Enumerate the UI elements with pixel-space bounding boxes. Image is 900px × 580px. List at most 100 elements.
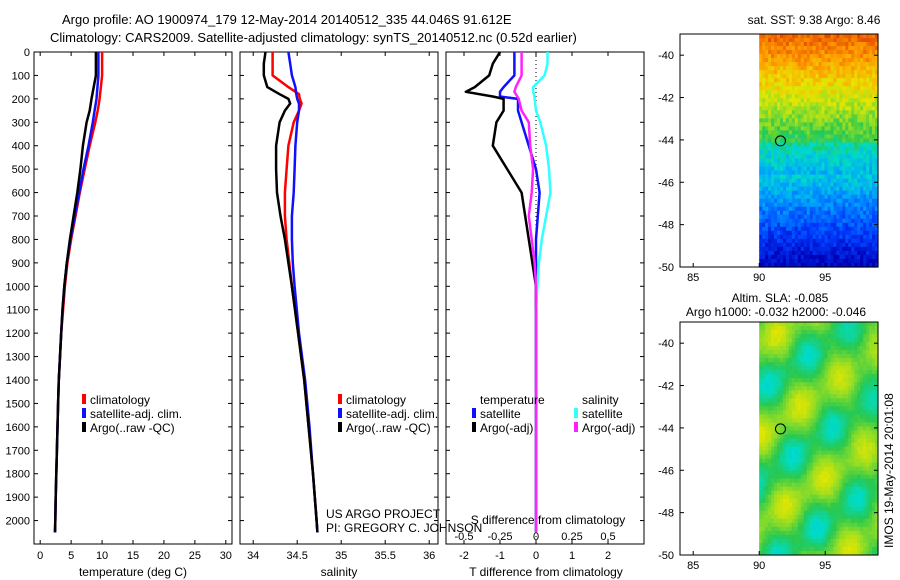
map-cell xyxy=(806,174,811,180)
map-cell xyxy=(851,342,855,347)
map-cell xyxy=(765,482,769,488)
map-cell xyxy=(765,86,769,91)
map-cell xyxy=(821,198,826,204)
map-cell xyxy=(809,414,814,420)
map-cell xyxy=(788,246,793,252)
map-cell xyxy=(869,534,873,540)
map-cell xyxy=(818,162,823,168)
map-cell xyxy=(830,522,835,528)
map-cell xyxy=(806,106,811,111)
map-cell xyxy=(830,86,835,91)
map-cell xyxy=(845,346,849,351)
map-cell xyxy=(762,458,766,464)
map-cell xyxy=(788,82,793,87)
map-cell xyxy=(815,502,820,508)
map-cell xyxy=(851,450,855,456)
map-cell xyxy=(839,502,843,508)
map-cell xyxy=(827,214,832,220)
map-cell xyxy=(785,498,790,504)
map-cell xyxy=(839,230,843,236)
map-cell xyxy=(860,466,864,472)
map-cell xyxy=(842,426,846,432)
map-cell xyxy=(803,438,808,444)
map-cell xyxy=(875,386,879,391)
map-cell xyxy=(839,54,843,59)
map-cell xyxy=(827,474,832,480)
map-cell xyxy=(785,342,790,347)
map-cell xyxy=(794,502,799,508)
map-cell xyxy=(782,386,787,391)
map-cell xyxy=(839,338,843,343)
map-cell xyxy=(866,102,870,107)
map-cell xyxy=(836,358,840,363)
map-cell xyxy=(762,330,766,335)
map-cell xyxy=(851,374,855,379)
map-cell xyxy=(774,58,778,63)
map-cell xyxy=(785,322,790,327)
map-cell xyxy=(818,378,823,383)
map-cell xyxy=(803,350,808,355)
map-cell xyxy=(806,418,811,424)
map-cell xyxy=(842,542,846,548)
map-cell xyxy=(797,254,802,260)
map-cell xyxy=(771,98,775,103)
map-cell xyxy=(815,486,820,492)
map-cell xyxy=(857,258,861,264)
map-cell xyxy=(809,382,814,387)
map-cell xyxy=(815,78,820,83)
y-tick-label: 600 xyxy=(12,188,30,200)
map-cell xyxy=(762,454,766,460)
map-cell xyxy=(779,218,784,224)
map-cell xyxy=(797,74,802,79)
map-cell xyxy=(797,418,802,424)
map-cell xyxy=(809,214,814,220)
map-cell xyxy=(821,162,826,168)
map-cell xyxy=(830,254,835,260)
map-cell xyxy=(818,446,823,452)
map-cell xyxy=(857,454,861,460)
map-cell xyxy=(774,190,778,196)
map-cell xyxy=(830,398,835,403)
map-cell xyxy=(815,542,820,548)
map-cell xyxy=(800,502,805,508)
map-cell xyxy=(872,490,876,496)
y-tick-label: 800 xyxy=(12,234,30,246)
map-cell xyxy=(800,122,805,127)
map-cell xyxy=(759,390,763,395)
map-cell xyxy=(803,154,808,160)
map-cell xyxy=(788,538,793,544)
map-cell xyxy=(842,466,846,472)
map-cell xyxy=(797,186,802,192)
map-cell xyxy=(827,202,832,208)
map-cell xyxy=(759,250,763,256)
map-cell xyxy=(833,370,838,375)
map-cell xyxy=(779,378,784,383)
map-cell xyxy=(830,234,835,240)
map-cell xyxy=(836,434,840,440)
map-cell xyxy=(765,34,769,39)
map-cell xyxy=(771,190,775,196)
map-cell xyxy=(830,90,835,95)
map-cell xyxy=(797,218,802,224)
map-cell xyxy=(824,214,829,220)
map-cell xyxy=(866,406,870,411)
map-cell xyxy=(800,206,805,212)
map-cell xyxy=(872,158,876,164)
map-cell xyxy=(779,386,784,391)
map-cell xyxy=(809,242,814,248)
map-cell xyxy=(824,62,829,67)
map-cell xyxy=(818,218,823,224)
map-cell xyxy=(869,166,873,172)
map-cell xyxy=(848,450,852,456)
map-cell xyxy=(803,494,808,500)
map-cell xyxy=(875,242,879,248)
map-cell xyxy=(866,70,870,75)
map-cell xyxy=(771,246,775,252)
map-cell xyxy=(791,530,796,536)
map-cell xyxy=(788,422,793,428)
map-cell xyxy=(839,478,843,484)
map-cell xyxy=(836,110,840,115)
map-cell xyxy=(759,262,763,268)
map-cell xyxy=(833,350,838,355)
map-cell xyxy=(759,198,763,204)
